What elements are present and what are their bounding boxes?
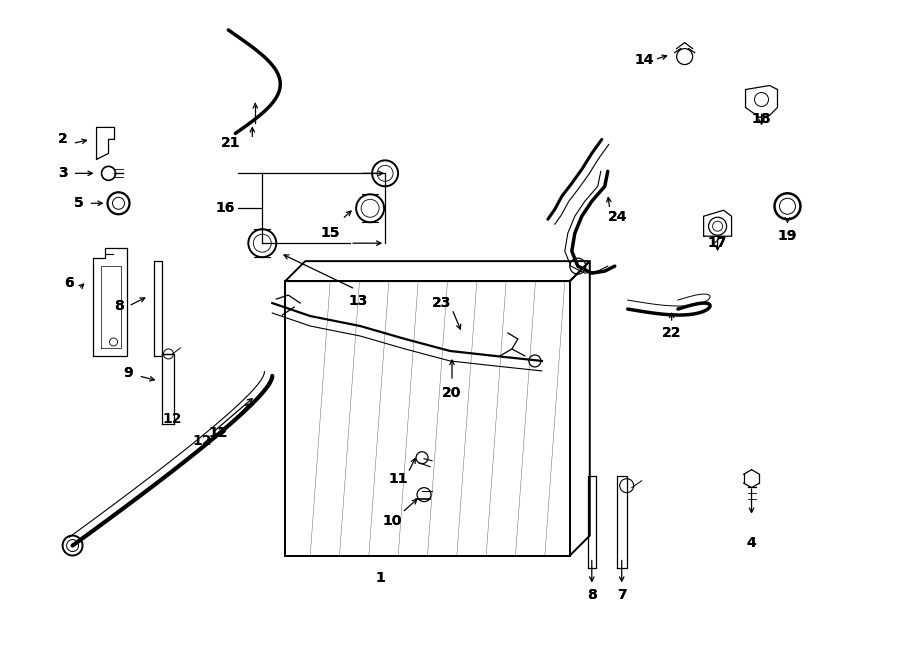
Text: 8: 8 (587, 588, 597, 602)
Text: 21: 21 (220, 136, 240, 151)
Text: 10: 10 (382, 514, 401, 527)
Text: 8: 8 (587, 588, 597, 602)
Text: 8: 8 (113, 299, 123, 313)
Text: 3: 3 (58, 167, 68, 180)
Text: 15: 15 (320, 226, 340, 240)
Text: 14: 14 (634, 53, 653, 67)
Text: 19: 19 (778, 229, 797, 243)
Text: 5: 5 (74, 196, 84, 210)
Text: 4: 4 (747, 535, 756, 549)
Text: 9: 9 (123, 366, 133, 380)
Text: 7: 7 (616, 588, 626, 602)
Text: 14: 14 (634, 53, 653, 67)
Text: 6: 6 (64, 276, 74, 290)
Text: 1: 1 (375, 572, 385, 586)
Bar (285, 281, 570, 555)
Text: 19: 19 (778, 229, 797, 243)
Text: 15: 15 (320, 226, 340, 240)
Text: 4: 4 (747, 535, 756, 549)
Text: 5: 5 (74, 196, 84, 210)
Text: 22: 22 (662, 326, 681, 340)
Text: 17: 17 (708, 236, 727, 250)
Text: 8: 8 (113, 299, 123, 313)
Text: 11: 11 (388, 472, 408, 486)
Text: 18: 18 (752, 112, 771, 126)
Text: 10: 10 (382, 514, 401, 527)
Text: 16: 16 (216, 201, 235, 215)
Text: 20: 20 (442, 386, 462, 400)
Text: 12: 12 (193, 434, 212, 447)
Text: 7: 7 (616, 588, 626, 602)
Text: 24: 24 (608, 210, 627, 224)
Text: 22: 22 (662, 326, 681, 340)
Text: 2: 2 (58, 132, 68, 146)
Text: 9: 9 (123, 366, 133, 380)
Text: 6: 6 (64, 276, 74, 290)
Text: 12: 12 (163, 412, 182, 426)
Text: 18: 18 (752, 112, 771, 126)
Text: 20: 20 (442, 386, 462, 400)
Text: 2: 2 (58, 132, 68, 146)
Text: 17: 17 (708, 236, 727, 250)
Text: 1: 1 (375, 572, 385, 586)
Text: 24: 24 (608, 210, 627, 224)
Text: 21: 21 (220, 136, 240, 151)
Text: 11: 11 (388, 472, 408, 486)
Text: 16: 16 (216, 201, 235, 215)
Text: 23: 23 (432, 296, 452, 310)
Text: 12: 12 (209, 426, 228, 440)
Text: 13: 13 (348, 294, 368, 308)
Text: 13: 13 (348, 294, 368, 308)
Text: 3: 3 (58, 167, 68, 180)
Text: 23: 23 (432, 296, 452, 310)
Text: 12: 12 (209, 426, 228, 440)
